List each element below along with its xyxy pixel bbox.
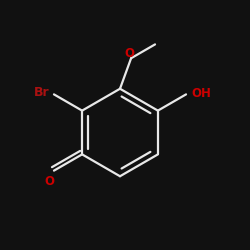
Text: O: O: [44, 175, 54, 188]
Text: O: O: [125, 47, 135, 60]
Text: OH: OH: [192, 87, 212, 100]
Text: Br: Br: [34, 86, 50, 99]
